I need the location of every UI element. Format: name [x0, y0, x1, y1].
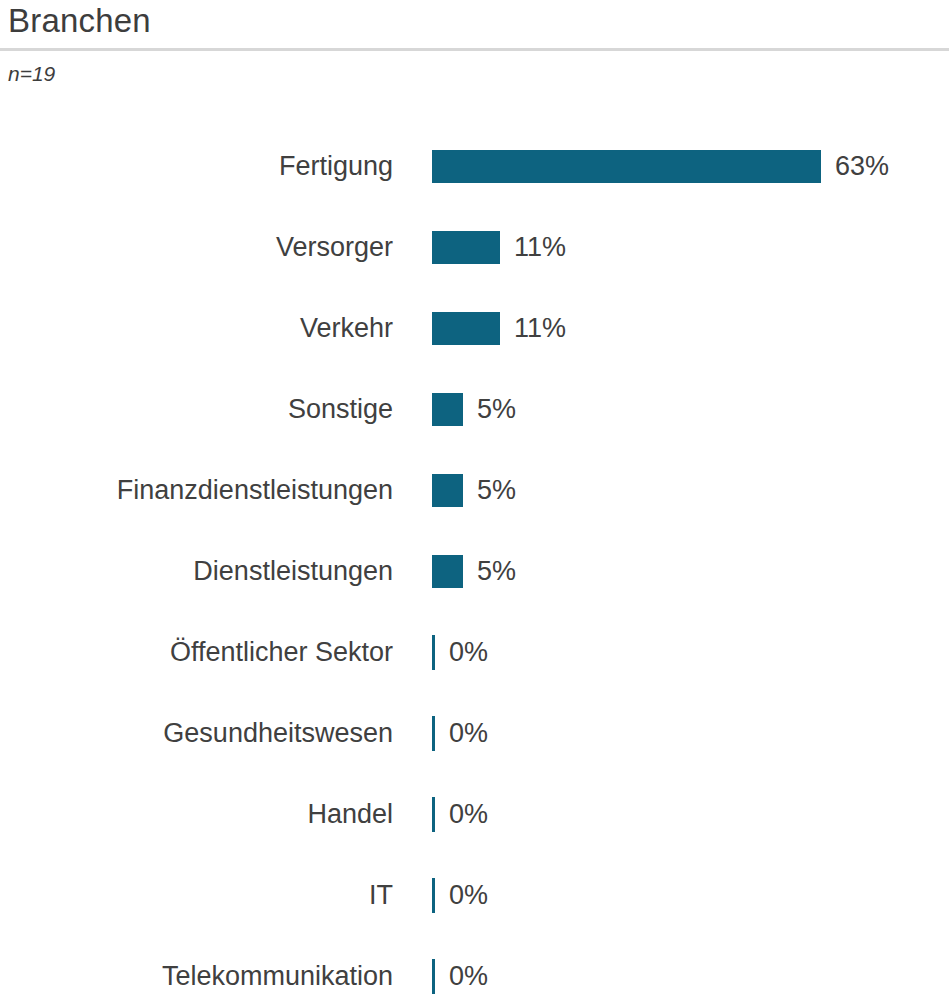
bar	[432, 150, 821, 183]
chart-row: Sonstige 5%	[0, 369, 949, 450]
category-label: Handel	[0, 799, 393, 830]
category-label: Verkehr	[0, 313, 393, 344]
category-label: Sonstige	[0, 394, 393, 425]
bar-chart: Fertigung 63% Versorger 11% Verkehr 11% Sonsti…	[0, 126, 949, 1003]
chart-row: Finanzdienstleistungen 5%	[0, 450, 949, 531]
category-label: Versorger	[0, 232, 393, 263]
bar-area: 63%	[432, 150, 889, 183]
value-label: 5%	[477, 394, 516, 425]
value-label: 11%	[514, 313, 566, 344]
chart-page: Branchen n=19 Fertigung63%Versorger11%Ve…	[0, 0, 949, 1003]
chart-title: Branchen	[0, 0, 949, 40]
bar	[432, 393, 463, 426]
bar-area: 0%	[432, 716, 488, 751]
chart-row: Handel 0%	[0, 774, 949, 855]
category-label: Dienstleistungen	[0, 556, 393, 587]
category-label: Finanzdienstleistungen	[0, 475, 393, 506]
bar	[432, 231, 500, 264]
zero-tick	[432, 635, 435, 670]
chart-row: Versorger 11%	[0, 207, 949, 288]
value-label: 63%	[835, 151, 889, 182]
chart-row: Dienstleistungen 5%	[0, 531, 949, 612]
zero-tick	[432, 797, 435, 832]
bar-area: 5%	[432, 555, 516, 588]
category-label: Öffentlicher Sektor	[0, 637, 393, 668]
value-label: 5%	[477, 475, 516, 506]
chart-row: IT 0%	[0, 855, 949, 936]
title-divider	[0, 48, 949, 51]
bar-area: 5%	[432, 393, 516, 426]
bar-area: 5%	[432, 474, 516, 507]
value-label: 0%	[449, 799, 488, 830]
chart-row: Telekommunikation 0%	[0, 936, 949, 1003]
category-label: Telekommunikation	[0, 961, 393, 992]
chart-row: Öffentlicher Sektor 0%	[0, 612, 949, 693]
category-label: Fertigung	[0, 151, 393, 182]
bar	[432, 474, 463, 507]
category-label: IT	[0, 880, 393, 911]
category-label: Gesundheitswesen	[0, 718, 393, 749]
chart-row: Gesundheitswesen 0%	[0, 693, 949, 774]
bar-area: 0%	[432, 635, 488, 670]
zero-tick	[432, 878, 435, 913]
zero-tick	[432, 959, 435, 994]
bar-area: 0%	[432, 797, 488, 832]
value-label: 11%	[514, 232, 566, 263]
bar-area: 0%	[432, 959, 488, 994]
bar	[432, 312, 500, 345]
chart-row: Verkehr 11%	[0, 288, 949, 369]
bar	[432, 555, 463, 588]
value-label: 0%	[449, 718, 488, 749]
value-label: 0%	[449, 961, 488, 992]
value-label: 5%	[477, 556, 516, 587]
bar-area: 11%	[432, 231, 566, 264]
bar-area: 11%	[432, 312, 566, 345]
chart-row: Fertigung 63%	[0, 126, 949, 207]
bar-area: 0%	[432, 878, 488, 913]
zero-tick	[432, 716, 435, 751]
value-label: 0%	[449, 637, 488, 668]
sample-size-label: n=19	[0, 62, 949, 86]
value-label: 0%	[449, 880, 488, 911]
